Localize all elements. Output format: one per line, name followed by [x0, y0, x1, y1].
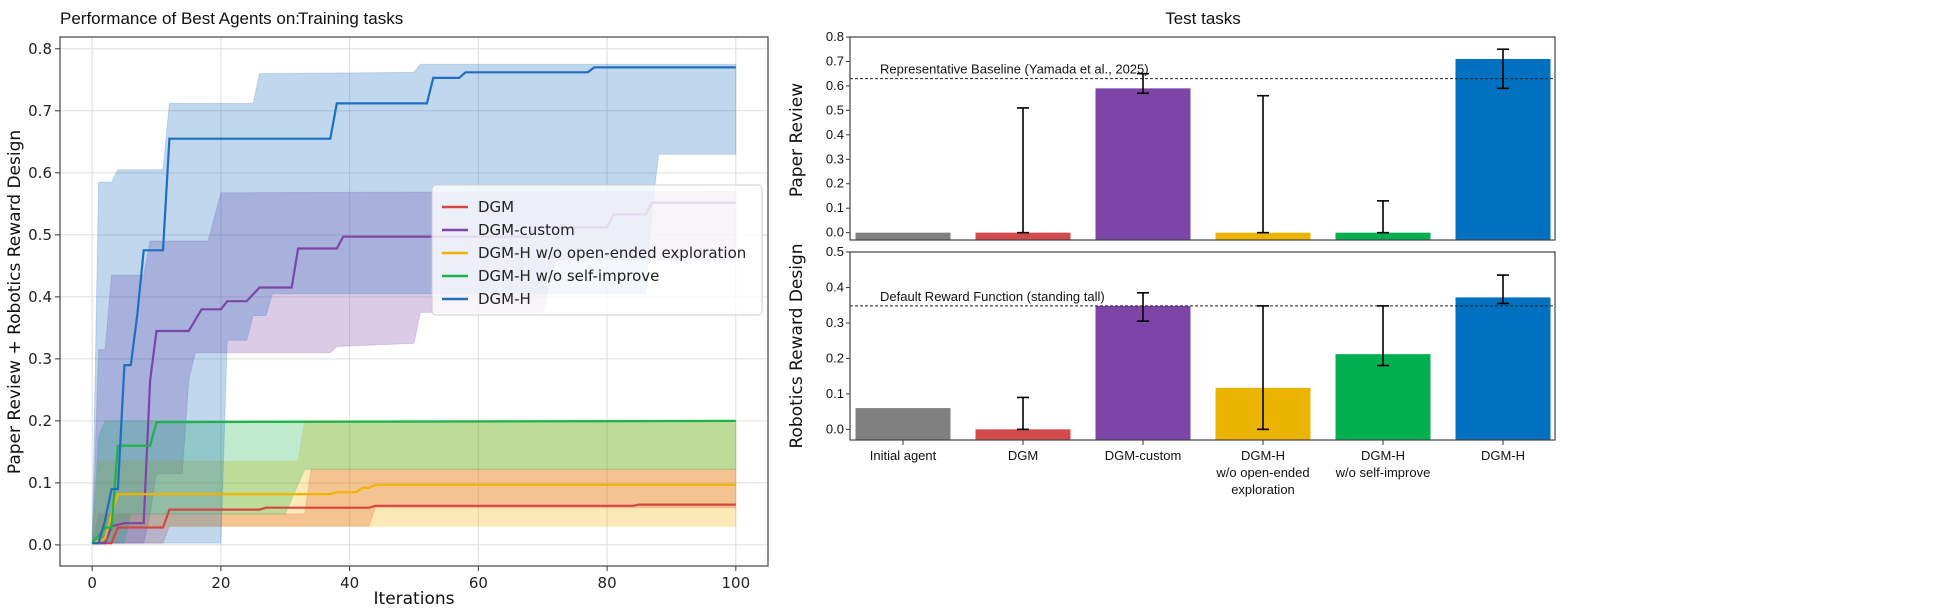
bar-charts-title: Test tasks: [1165, 9, 1241, 28]
bar: [1215, 232, 1311, 240]
y-tick-label: 0.1: [826, 386, 844, 401]
x-tick-label: DGM: [1008, 448, 1038, 463]
series-line-dgm: [92, 503, 736, 545]
top-bar-ylabel: Paper Review: [787, 83, 807, 197]
x-tick-label: DGM-H w/o open-ended exploration: [1215, 448, 1309, 497]
axes-frame: [849, 251, 1556, 441]
y-tick-label: 0.3: [826, 151, 844, 166]
y-tick-label: 0.1: [28, 474, 52, 492]
y-tick-label: 0.3: [28, 350, 52, 368]
x-tick-label-line: w/o open-ended: [1215, 465, 1309, 480]
series-line-dgm-h-w-o-open-ended-exploration: [91, 483, 736, 545]
y-tick-label: 0.4: [28, 288, 52, 306]
bar: [1335, 354, 1431, 440]
line-chart-ylabel: Paper Review + Robotics Reward Design: [5, 130, 25, 474]
x-tick-label: 100: [721, 574, 750, 592]
bar: [975, 232, 1071, 240]
reference-line-label: Default Reward Function (standing tall): [880, 289, 1105, 304]
axes-frame: [59, 36, 769, 567]
bar: [1095, 88, 1191, 240]
bar: [1095, 305, 1191, 440]
y-tick-label: 0.6: [28, 164, 52, 182]
y-tick-label: 0.4: [826, 127, 844, 142]
y-tick-label: 0.8: [28, 40, 52, 58]
y-tick-label: 0.5: [826, 244, 844, 259]
y-tick-label: 0.5: [826, 102, 844, 117]
bar: [855, 408, 951, 440]
series-line-dgm-h-w-o-self-improve: [91, 419, 736, 544]
legend-label: DGM-H w/o open-ended exploration: [478, 244, 746, 262]
plot-area: [850, 252, 1555, 440]
bar: [855, 232, 951, 240]
x-tick-label: 20: [211, 574, 230, 592]
legend-label: DGM-custom: [478, 221, 575, 239]
x-tick-label-line: DGM: [1008, 448, 1038, 463]
legend-label: DGM-H: [478, 290, 531, 308]
y-tick-label: 0.0: [28, 536, 52, 554]
y-tick-label: 0.8: [826, 29, 844, 44]
paper-review-bar-chart: 0.0 0.1 0.2 0.3 0.4 0.5 0.6 0.7 0.8 Representativ…: [826, 29, 1556, 241]
x-tick-label-line: DGM-H: [1241, 448, 1285, 463]
line-chart-title: Training tasks: [298, 9, 403, 28]
x-tick-label: Initial agent: [870, 448, 937, 463]
x-tick-label-line: w/o self-improve: [1335, 465, 1431, 480]
reference-line-label: Representative Baseline (Yamada et al., …: [880, 62, 1149, 77]
plot-area: [850, 37, 1555, 240]
robotics-bar-chart: 0.0 0.1 0.2 0.3 0.4 0.5 Default Reward Functio…: [826, 244, 1556, 497]
legend-box: [431, 184, 763, 316]
axes-frame: [849, 36, 1556, 241]
x-tick-label-line: Initial agent: [870, 448, 937, 463]
y-tick-label: 0.2: [826, 176, 844, 191]
x-tick-label-line: DGM-custom: [1105, 448, 1182, 463]
bar: [975, 429, 1071, 440]
series-line-dgm-h: [92, 66, 736, 545]
y-tick-label: 0.2: [826, 350, 844, 365]
y-tick-label: 0.5: [28, 226, 52, 244]
x-tick-label: 60: [469, 574, 488, 592]
y-tick-label: 0.7: [28, 102, 52, 120]
legend-label: DGM: [478, 198, 514, 216]
bottom-bar-ylabel: Robotics Reward Design: [787, 243, 807, 448]
y-tick-label: 0.7: [826, 53, 844, 68]
x-tick-label: DGM-custom: [1105, 448, 1182, 463]
x-tick-label-line: DGM-H: [1361, 448, 1405, 463]
confidence-band-dgm-h: [91, 63, 737, 544]
bar: [1335, 232, 1431, 240]
y-tick-label: 0.3: [826, 315, 844, 330]
line-chart: 0 20 40 60 80 100 0.0 0.1 0.2 0.3 0.4 0.5 0.6 0.7 0.8 D…: [28, 36, 769, 592]
x-tick-label: DGM-H: [1481, 448, 1525, 463]
bar: [1455, 59, 1551, 240]
x-tick-label-line: exploration: [1231, 482, 1295, 497]
figure-title-prefix: Performance of Best Agents on:: [60, 9, 300, 28]
x-tick-label: 40: [340, 574, 359, 592]
x-tick-label: 80: [598, 574, 617, 592]
y-tick-label: 0.2: [28, 412, 52, 430]
line-chart-xlabel: Iterations: [374, 589, 455, 609]
x-tick-label-line: DGM-H: [1481, 448, 1525, 463]
bar: [1455, 297, 1551, 440]
legend-label: DGM-H w/o self-improve: [478, 267, 659, 285]
x-tick-label: 0: [87, 574, 97, 592]
y-tick-label: 0.4: [826, 279, 844, 294]
y-tick-label: 0.0: [826, 421, 844, 436]
x-tick-label: DGM-H w/o self-improve: [1335, 448, 1431, 480]
y-tick-label: 0.0: [826, 225, 844, 240]
y-tick-label: 0.1: [826, 200, 844, 215]
y-tick-label: 0.6: [826, 78, 844, 93]
